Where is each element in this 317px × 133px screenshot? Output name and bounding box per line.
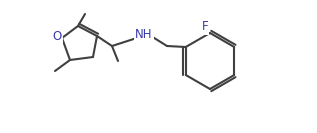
Text: F: F (202, 20, 208, 34)
Text: O: O (52, 30, 61, 43)
Text: NH: NH (135, 28, 153, 41)
